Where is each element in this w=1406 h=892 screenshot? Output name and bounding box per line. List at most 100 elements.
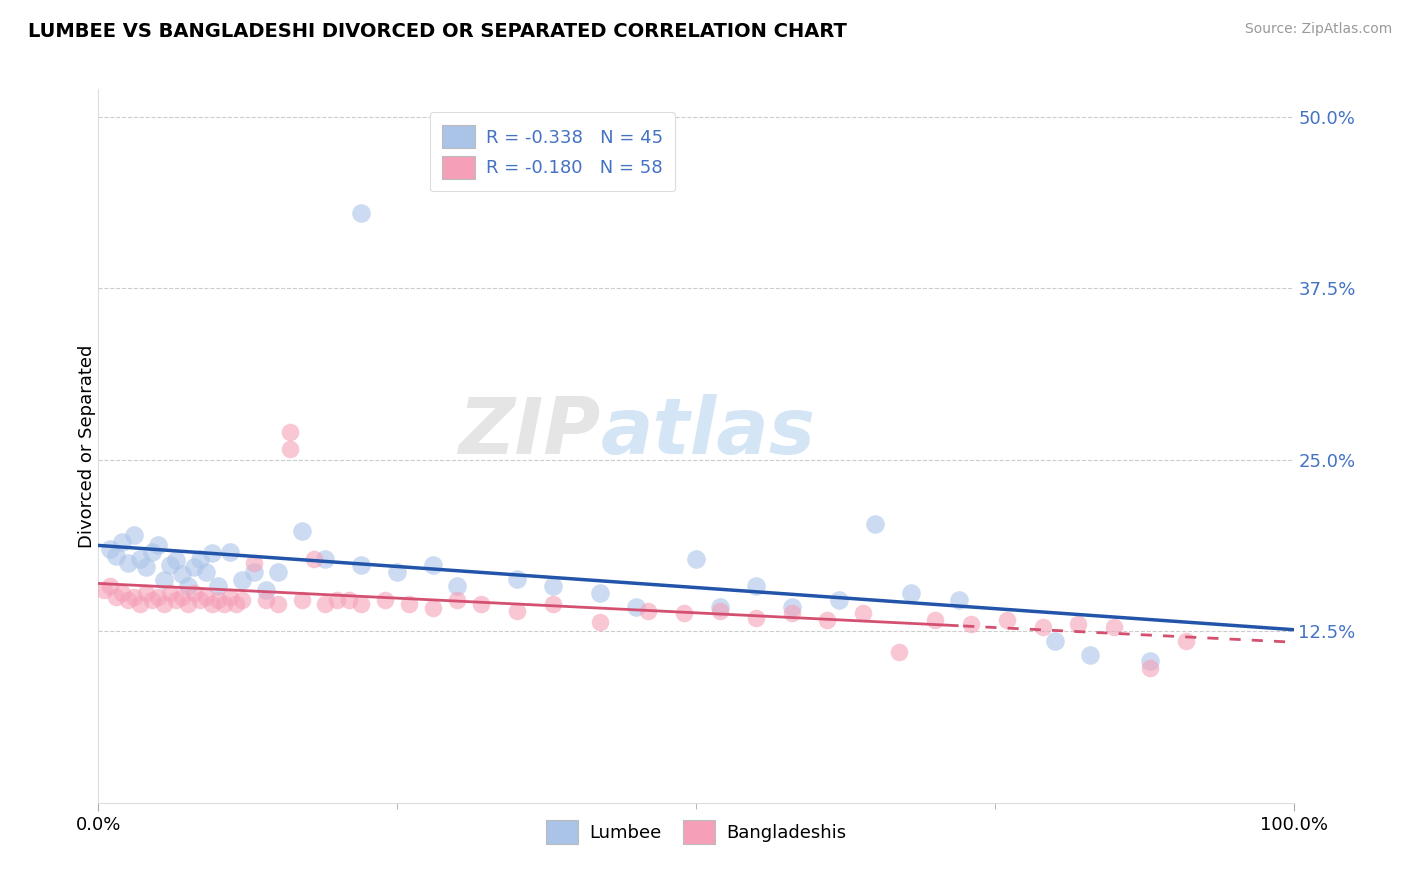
Point [254,592,277,607]
Point [446,592,468,607]
Point [105,590,128,604]
Point [98,579,122,593]
Point [589,586,612,600]
Point [141,544,163,558]
Point [148,590,170,604]
Point [135,559,157,574]
Point [105,549,128,563]
Point [219,590,242,604]
Point [446,579,468,593]
Text: atlas: atlas [600,393,815,470]
Point [637,604,659,618]
Point [470,597,492,611]
Point [195,566,218,580]
Point [183,586,205,600]
Point [188,551,211,566]
Text: LUMBEE VS BANGLADESHI DIVORCED OR SEPARATED CORRELATION CHART: LUMBEE VS BANGLADESHI DIVORCED OR SEPARA… [28,22,846,41]
Point [165,553,187,567]
Point [254,583,277,598]
Point [1139,655,1161,669]
Point [188,592,211,607]
Point [159,558,181,573]
Point [278,425,301,440]
Point [685,551,707,566]
Point [291,592,314,607]
Point [231,574,253,588]
Y-axis label: Divorced or Separated: Divorced or Separated [79,344,96,548]
Point [219,544,242,558]
Point [129,551,152,566]
Point [398,597,420,611]
Point [385,566,409,580]
Point [212,597,235,611]
Point [278,442,301,456]
Point [93,583,115,598]
Point [924,613,946,627]
Point [315,551,337,566]
Point [111,586,134,600]
Point [1139,661,1161,675]
Point [326,592,349,607]
Point [172,566,194,581]
Point [828,592,851,607]
Legend: Lumbee, Bangladeshis: Lumbee, Bangladeshis [538,814,853,851]
Point [960,617,983,632]
Point [1032,620,1054,634]
Point [865,517,887,532]
Point [153,597,176,611]
Point [1043,633,1066,648]
Point [201,546,224,560]
Point [422,558,444,573]
Point [709,604,731,618]
Point [350,205,373,219]
Point [243,566,266,580]
Point [339,592,361,607]
Point [506,572,529,586]
Point [302,551,325,566]
Point [626,599,648,614]
Point [1080,648,1102,662]
Point [243,556,266,570]
Point [374,592,396,607]
Point [350,558,373,573]
Point [589,615,612,629]
Point [201,597,224,611]
Point [98,541,122,556]
Point [177,579,200,593]
Point [267,566,290,580]
Point [1104,620,1126,634]
Point [165,592,187,607]
Point [852,607,875,621]
Point [207,579,229,593]
Point [117,592,139,607]
Point [350,597,373,611]
Point [195,590,218,604]
Point [541,597,564,611]
Point [780,599,803,614]
Point [267,597,290,611]
Point [900,586,922,600]
Point [541,579,564,593]
Point [709,599,731,614]
Point [172,590,194,604]
Point [129,597,152,611]
Point [745,610,768,624]
Point [506,604,529,618]
Point [815,613,838,627]
Point [1067,617,1090,632]
Point [141,592,163,607]
Point [225,597,247,611]
Point [117,556,139,570]
Point [159,586,181,600]
Text: Source: ZipAtlas.com: Source: ZipAtlas.com [1244,22,1392,37]
Point [148,538,170,552]
Point [124,590,146,604]
Point [422,601,444,615]
Point [291,524,314,538]
Point [315,597,337,611]
Point [183,559,205,574]
Point [1175,633,1198,648]
Point [153,574,176,588]
Point [780,607,803,621]
Point [135,586,157,600]
